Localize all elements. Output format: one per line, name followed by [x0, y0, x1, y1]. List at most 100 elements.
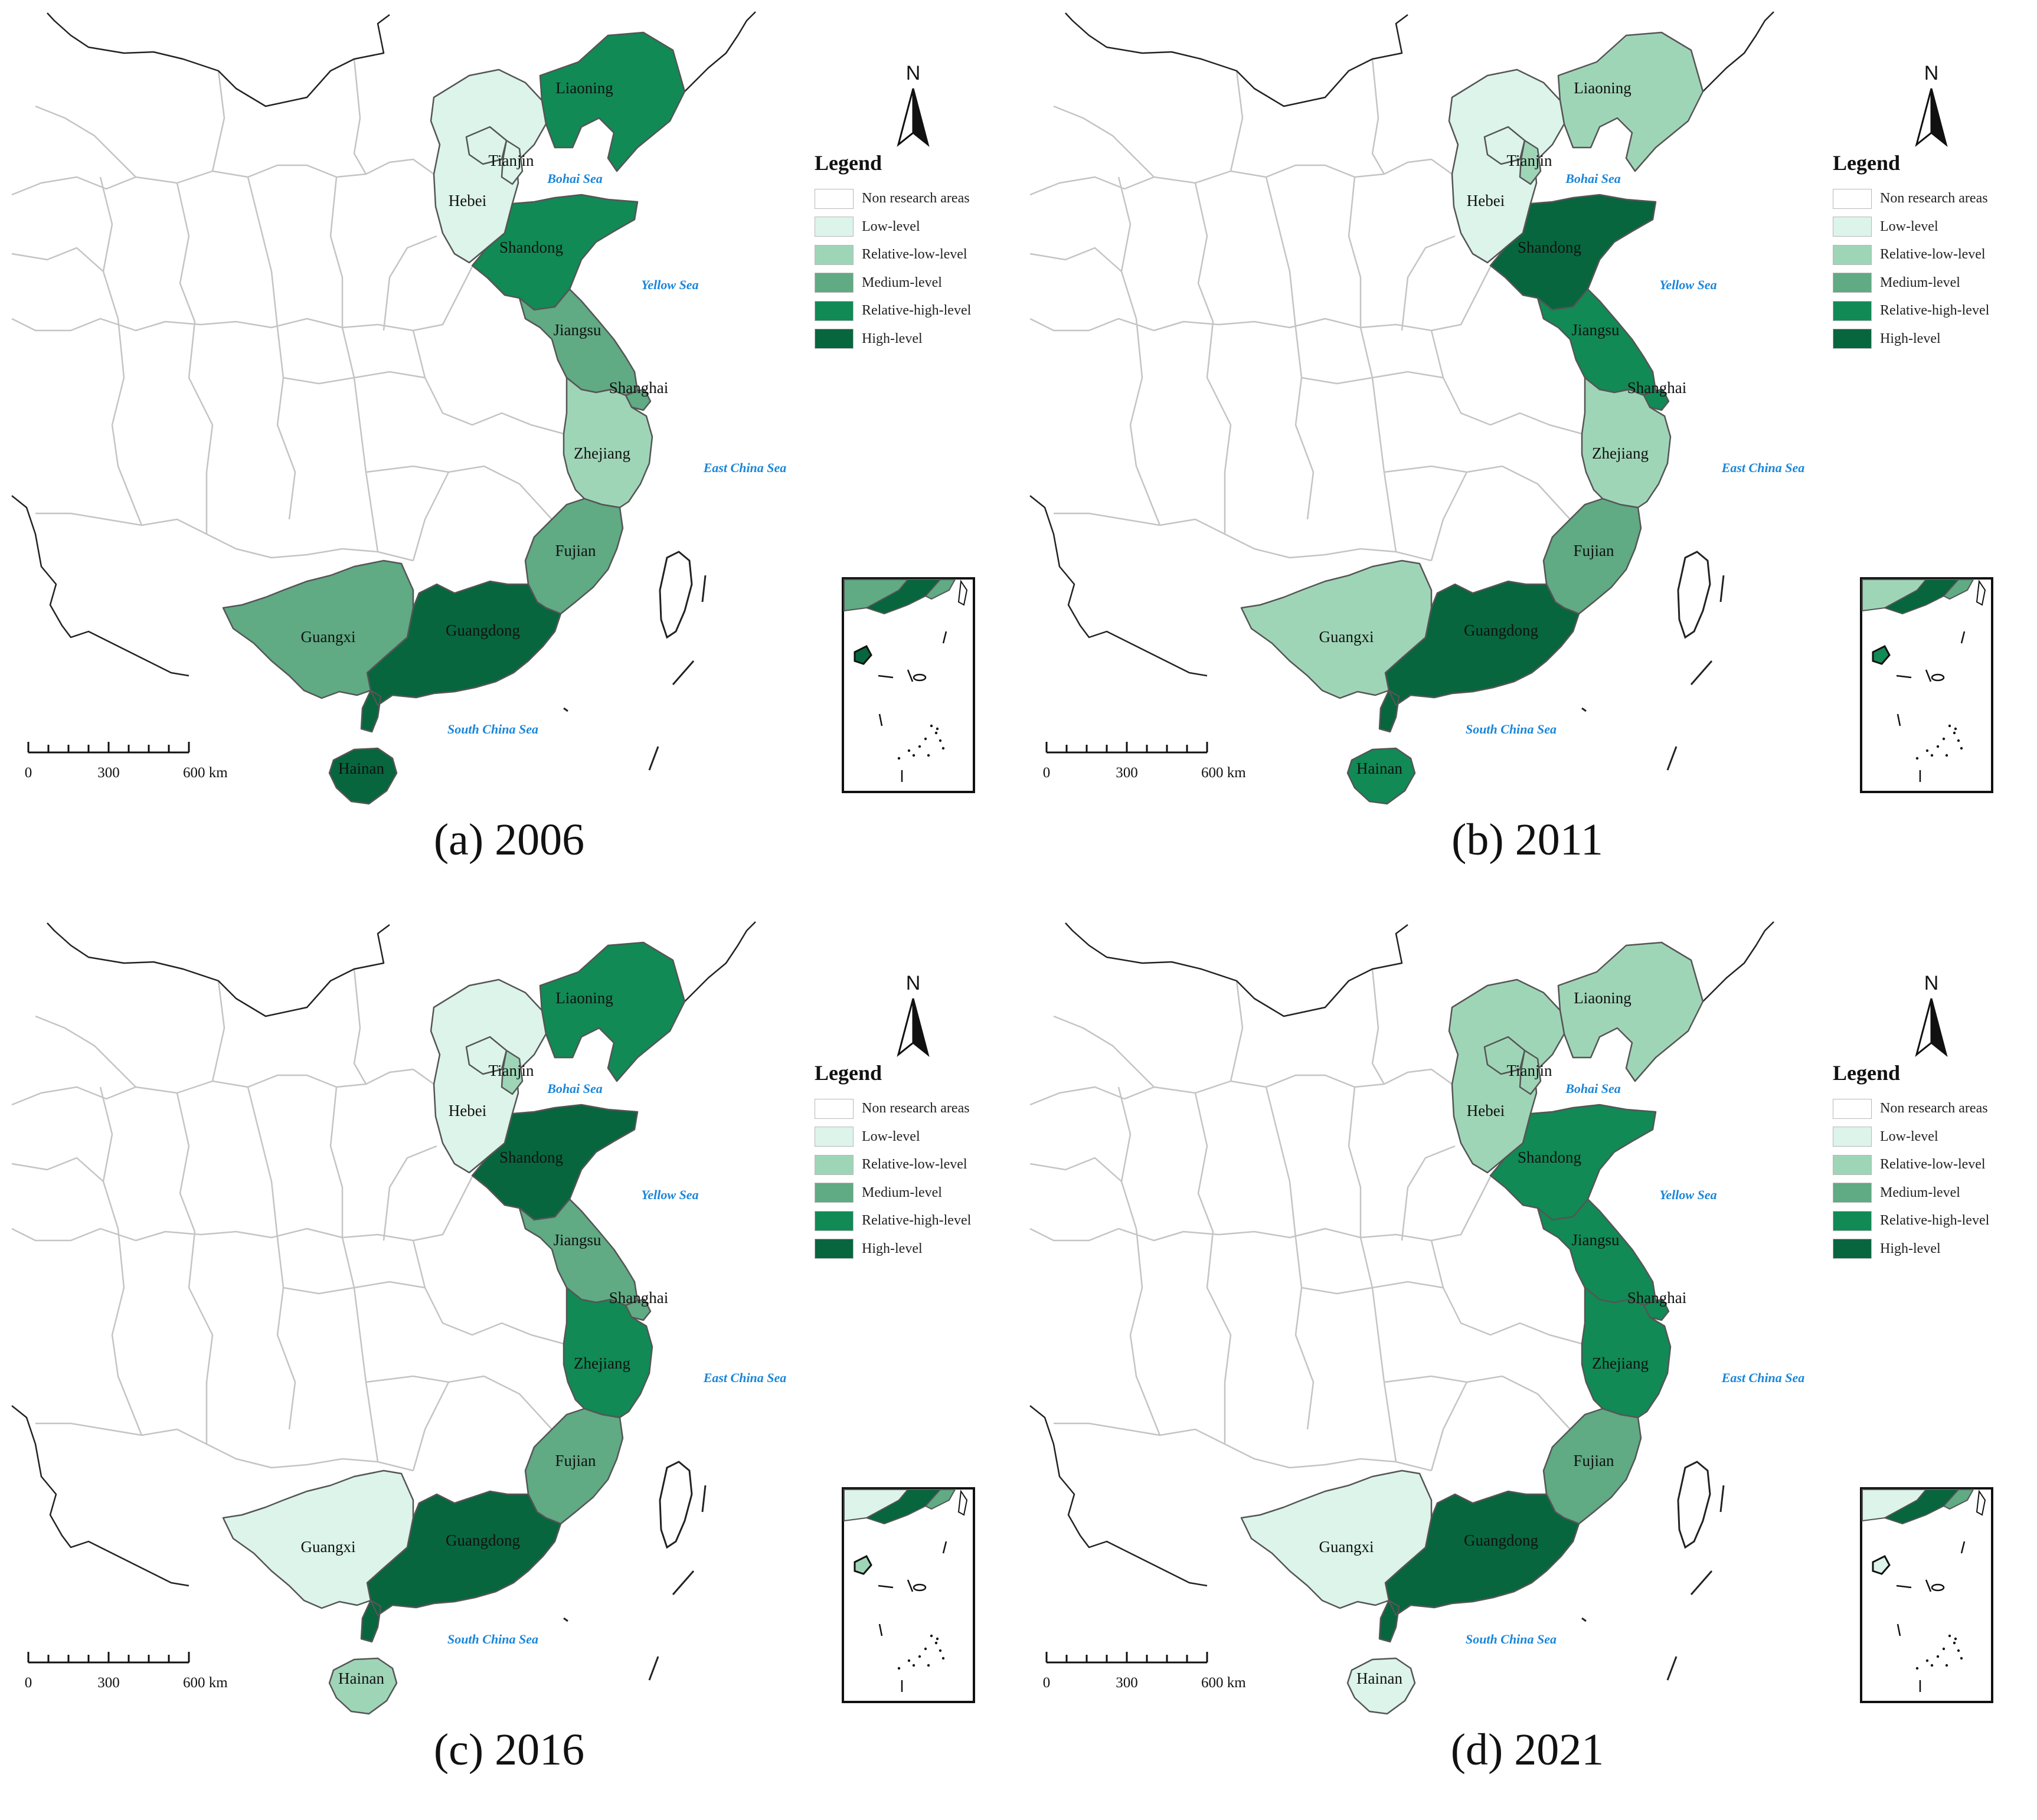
province-tianjin [1519, 139, 1542, 185]
province-label-tianjin: Tianjin [1506, 152, 1552, 169]
province-boundary [329, 1086, 379, 1462]
legend-swatch [1833, 217, 1872, 237]
border-line [684, 921, 756, 1002]
province-boundary [1348, 1086, 1397, 1462]
island-mark [672, 1570, 695, 1595]
province-boundary [35, 1422, 414, 1472]
province-boundary [382, 1145, 437, 1241]
legend-label: Non research areas [862, 1101, 970, 1117]
province-boundary [1029, 266, 1492, 332]
province-boundary [1230, 980, 1244, 1082]
province-boundary [11, 1068, 434, 1106]
province-label-fujian: Fujian [555, 1452, 596, 1469]
province-boundary [1117, 1086, 1137, 1229]
province-liaoning [1557, 31, 1704, 172]
legend-label: Medium-level [862, 1184, 942, 1200]
china-map: Liaoning Hebei Tianjin Shandong Jiangsu Shang… [11, 11, 975, 805]
province-boundary [1129, 1228, 1161, 1436]
research-provinces [1240, 941, 1704, 1715]
province-liaoning [1557, 941, 1704, 1082]
border-line [1029, 1405, 1208, 1587]
scale-label: 300 [97, 1675, 120, 1691]
province-label-shandong: Shandong [1518, 238, 1581, 256]
legend-item: Medium-level [1833, 1179, 2036, 1207]
panel-caption: (d) 2021 [1450, 1725, 1604, 1775]
legend-title: Legend [1833, 151, 1901, 175]
map-panel: Liaoning Hebei Tianjin Shandong Jiangsu Shang… [0, 0, 1018, 910]
national-border [11, 11, 756, 677]
north-arrow-icon: N [1915, 62, 1948, 148]
legend-label: Low-level [862, 218, 920, 234]
research-provinces [222, 31, 686, 805]
province-boundary [1194, 182, 1214, 322]
province-boundary [247, 176, 296, 520]
sea-label-bohai-sea: Bohai Sea [547, 171, 603, 186]
legend-item: High-level [1833, 1235, 2036, 1263]
province-boundary [1348, 176, 1397, 552]
scale-label: 600 km [183, 1675, 228, 1691]
map-panel: Liaoning Hebei Tianjin Shandong Jiangsu Shang… [1018, 910, 2036, 1820]
province-label-hainan: Hainan [338, 760, 384, 777]
legend-label: Non research areas [862, 191, 970, 207]
province-boundary [1053, 1015, 1155, 1088]
legend-label: Low-level [1880, 1128, 1938, 1144]
border-line [47, 12, 390, 107]
legend-item: Relative-high-level [1833, 297, 2036, 325]
panel-caption: (b) 2011 [1451, 815, 1603, 865]
taiwan-island [659, 1461, 693, 1549]
border-line [11, 1405, 189, 1587]
province-boundary [412, 330, 564, 435]
south-china-sea-inset [1860, 577, 1993, 793]
national-border [1029, 921, 1774, 1587]
non-research-boundaries [11, 58, 564, 562]
legend-item: Low-level [1833, 213, 2036, 241]
province-boundary [1053, 105, 1155, 178]
province-label-jiangsu: Jiangsu [1572, 1231, 1620, 1249]
province-boundary [188, 1231, 214, 1444]
province-guangxi [1240, 1469, 1433, 1609]
province-boundary [412, 472, 450, 561]
legend-swatch [815, 244, 854, 265]
province-label-zhejiang: Zhejiang [1592, 444, 1649, 462]
province-boundary [111, 1228, 143, 1436]
province-guangxi [1240, 559, 1433, 699]
scale-label: 0 [25, 1675, 32, 1691]
province-label-jiangsu: Jiangsu [554, 1231, 602, 1249]
province-boundary [365, 1375, 552, 1430]
province-boundary [1206, 321, 1232, 534]
legend-swatch [815, 1127, 854, 1147]
province-boundary [1430, 472, 1468, 561]
province-tianjin [501, 1049, 524, 1095]
province-boundary [1430, 1240, 1582, 1345]
province-label-shanghai: Shanghai [609, 379, 669, 397]
legend-swatch [815, 300, 854, 321]
province-boundary [1194, 1092, 1214, 1232]
province-boundary [11, 158, 434, 196]
province-label-hainan: Hainan [1356, 1670, 1402, 1687]
scale-bar [27, 742, 190, 754]
legend: Legend Non research areas Low-level Relativ… [1833, 150, 2036, 353]
map-panel: Liaoning Hebei Tianjin Shandong Jiangsu Shang… [1018, 0, 2036, 910]
province-boundary [1384, 465, 1571, 520]
province-label-guangxi: Guangxi [301, 1538, 356, 1556]
province-boundary [176, 1092, 196, 1232]
province-label-guangdong: Guangdong [446, 621, 520, 639]
scale-label: 300 [97, 765, 120, 781]
north-label: N [1924, 972, 1939, 994]
province-label-zhejiang: Zhejiang [1592, 1354, 1649, 1372]
province-label-liaoning: Liaoning [555, 79, 613, 97]
scale-bar [27, 1652, 190, 1664]
north-label: N [906, 62, 921, 84]
province-hainan [1346, 1657, 1416, 1715]
legend: Legend Non research areas Low-level Relativ… [815, 1060, 1018, 1263]
province-label-liaoning: Liaoning [1574, 989, 1631, 1007]
scale-label: 0 [25, 765, 32, 781]
legend-item: Medium-level [815, 1179, 1018, 1207]
province-hebei [1448, 978, 1565, 1174]
legend-swatch [1833, 1239, 1872, 1259]
province-label-fujian: Fujian [555, 542, 596, 559]
legend-swatch [815, 1154, 854, 1175]
province-label-shandong: Shandong [1518, 1148, 1581, 1166]
sea-label-south-china-sea: South China Sea [1466, 1632, 1557, 1646]
